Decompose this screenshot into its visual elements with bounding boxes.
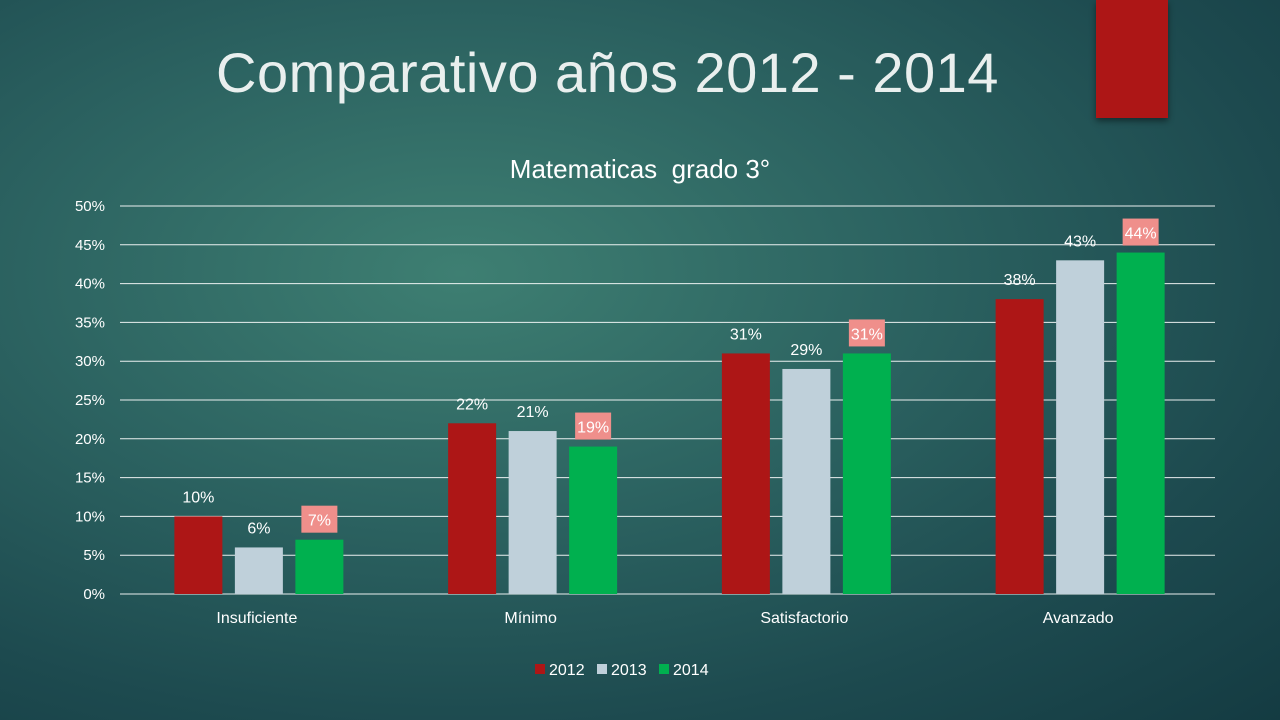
bar-2014-avanzado <box>1116 252 1165 594</box>
data-label-background <box>848 319 885 347</box>
bar-2013-satisfactorio <box>782 368 831 594</box>
y-tick-label: 35% <box>75 314 105 331</box>
bar-2012-insuficiente <box>174 516 223 594</box>
data-label: 22% <box>456 396 488 413</box>
legend-label-2012: 2012 <box>549 662 585 679</box>
x-category-label: Avanzado <box>1043 610 1114 627</box>
bar-2013-avanzado <box>1056 260 1105 594</box>
legend-swatch-2012 <box>535 664 545 674</box>
bar-2014-satisfactorio <box>842 353 891 594</box>
bar-2012-mínimo <box>448 423 497 594</box>
y-tick-label: 40% <box>75 276 105 293</box>
chart-title: Matematicas grado 3° <box>510 154 770 184</box>
x-category-label: Mínimo <box>504 610 557 627</box>
y-tick-label: 20% <box>75 431 105 448</box>
data-label-background <box>575 412 612 440</box>
data-labels: 10% 6% 7% 22% 21% 19% 31% 29% 31% 38% 43% 44% <box>182 218 1159 537</box>
data-label: 7% <box>308 513 331 530</box>
bar-2014-insuficiente <box>295 539 344 594</box>
gridlines <box>120 205 1215 595</box>
bar-2013-mínimo <box>508 431 557 594</box>
legend-swatch-2014 <box>659 664 669 674</box>
data-label: 6% <box>247 520 270 537</box>
data-label: 44% <box>1125 226 1157 243</box>
data-label: 31% <box>730 326 762 343</box>
data-label-background <box>1122 218 1159 246</box>
bar-2013-insuficiente <box>234 547 283 594</box>
bar-2014-mínimo <box>569 446 618 594</box>
data-label-background <box>301 505 338 533</box>
accent-tab <box>1096 0 1168 118</box>
bars <box>174 252 1165 594</box>
data-label: 38% <box>1004 272 1036 289</box>
y-tick-label: 10% <box>75 508 105 525</box>
legend: 2012 2013 2014 <box>535 662 709 679</box>
y-tick-label: 25% <box>75 392 105 409</box>
legend-label-2013: 2013 <box>611 662 647 679</box>
y-tick-label: 50% <box>75 198 105 215</box>
y-tick-label: 30% <box>75 353 105 370</box>
data-label: 31% <box>851 326 883 343</box>
y-tick-label: 5% <box>83 547 105 564</box>
y-tick-label: 0% <box>83 586 105 603</box>
data-label: 29% <box>790 342 822 359</box>
x-category-label: Satisfactorio <box>760 610 848 627</box>
data-label: 19% <box>577 420 609 437</box>
bar-2012-satisfactorio <box>721 353 770 594</box>
bar-2012-avanzado <box>995 299 1044 594</box>
x-category-label: Insuficiente <box>216 610 297 627</box>
data-label: 10% <box>182 489 214 506</box>
x-axis: Insuficiente Mínimo Satisfactorio Avanzado <box>216 610 1113 627</box>
y-axis: 0% 5% 10% 15% 20% 25% 30% 35% 40% 45% 50% <box>75 198 105 603</box>
data-label: 21% <box>517 404 549 421</box>
data-label: 43% <box>1064 233 1096 250</box>
legend-swatch-2013 <box>597 664 607 674</box>
slide-title: Comparativo años 2012 - 2014 <box>216 41 999 104</box>
y-tick-label: 45% <box>75 237 105 254</box>
y-tick-label: 15% <box>75 470 105 487</box>
legend-label-2014: 2014 <box>673 662 709 679</box>
